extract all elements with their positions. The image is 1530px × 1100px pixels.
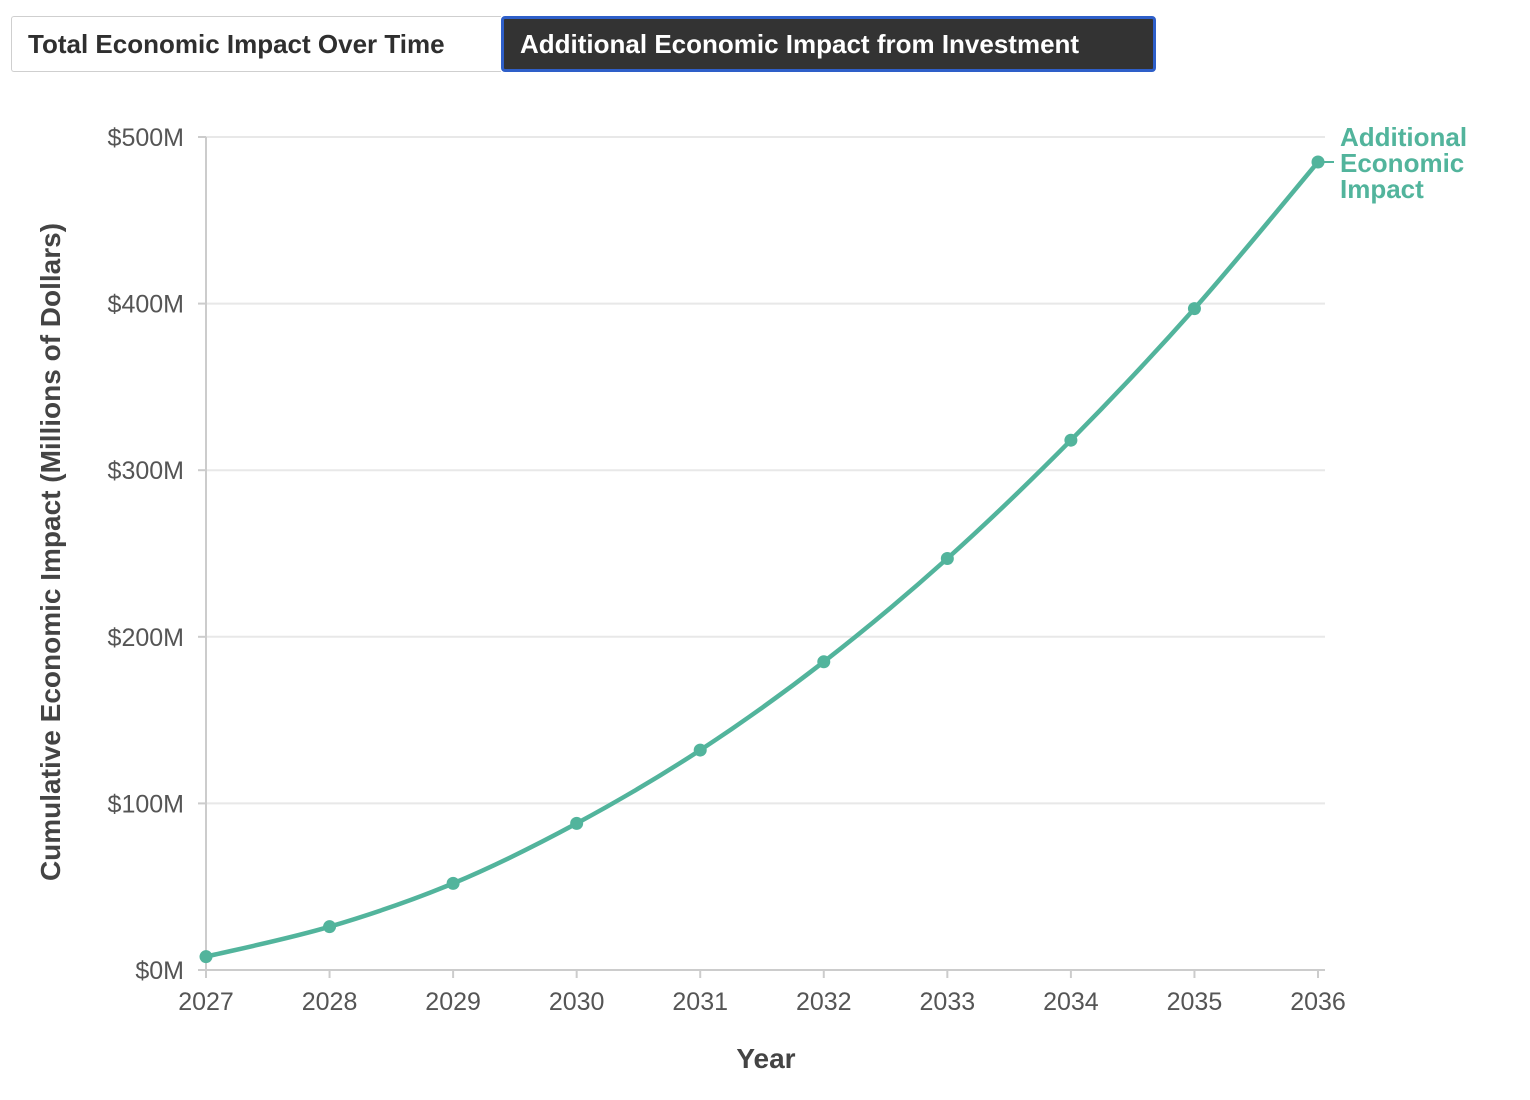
y-tick-labels: $0M $100M $200M $300M $400M $500M xyxy=(108,124,184,985)
x-tick-label: 2035 xyxy=(1167,988,1223,1016)
y-tick-label: $300M xyxy=(108,457,184,485)
x-tick-label: 2033 xyxy=(920,988,976,1016)
x-tick-label: 2030 xyxy=(549,988,605,1016)
data-point[interactable] xyxy=(1311,155,1325,169)
x-tick-labels: 2027 2028 2029 2030 2031 2032 2033 2034 2035 2036 xyxy=(178,988,1346,1016)
tab-total-economic-impact[interactable]: Total Economic Impact Over Time xyxy=(11,16,501,72)
x-tick-label: 2031 xyxy=(672,988,728,1016)
series-label: Economic xyxy=(1340,148,1464,178)
y-tick-label: $200M xyxy=(108,624,184,652)
y-tick-label: $100M xyxy=(108,790,184,818)
series-line xyxy=(203,159,1321,959)
y-tick-label: $0M xyxy=(135,957,184,985)
x-tick-label: 2034 xyxy=(1043,988,1099,1016)
data-point[interactable] xyxy=(323,920,337,934)
tab-additional-economic-impact[interactable]: Additional Economic Impact from Investme… xyxy=(501,16,1156,72)
x-tick-label: 2029 xyxy=(425,988,481,1016)
y-axis-title: Cumulative Economic Impact (Millions of … xyxy=(35,223,66,881)
y-tick-label: $500M xyxy=(108,124,184,152)
series-label: Impact xyxy=(1340,174,1424,204)
data-point[interactable] xyxy=(940,551,954,565)
y-tick-label: $400M xyxy=(108,291,184,319)
data-point[interactable] xyxy=(693,743,707,757)
data-point[interactable] xyxy=(1064,433,1078,447)
chart-view-tabs: Total Economic Impact Over Time Addition… xyxy=(11,16,1156,72)
grid-lines xyxy=(206,136,1325,805)
x-tick-label: 2028 xyxy=(302,988,358,1016)
x-axis-title: Year xyxy=(736,1043,795,1074)
x-tick-label: 2036 xyxy=(1290,988,1346,1016)
data-point[interactable] xyxy=(446,876,460,890)
x-tick-label: 2027 xyxy=(178,988,234,1016)
x-tick-label: 2032 xyxy=(796,988,852,1016)
data-point[interactable] xyxy=(817,655,831,669)
data-point[interactable] xyxy=(1187,302,1201,316)
data-point[interactable] xyxy=(570,816,584,830)
data-point[interactable] xyxy=(199,950,213,964)
axes xyxy=(198,136,1325,978)
series-label: Additional xyxy=(1340,122,1467,152)
